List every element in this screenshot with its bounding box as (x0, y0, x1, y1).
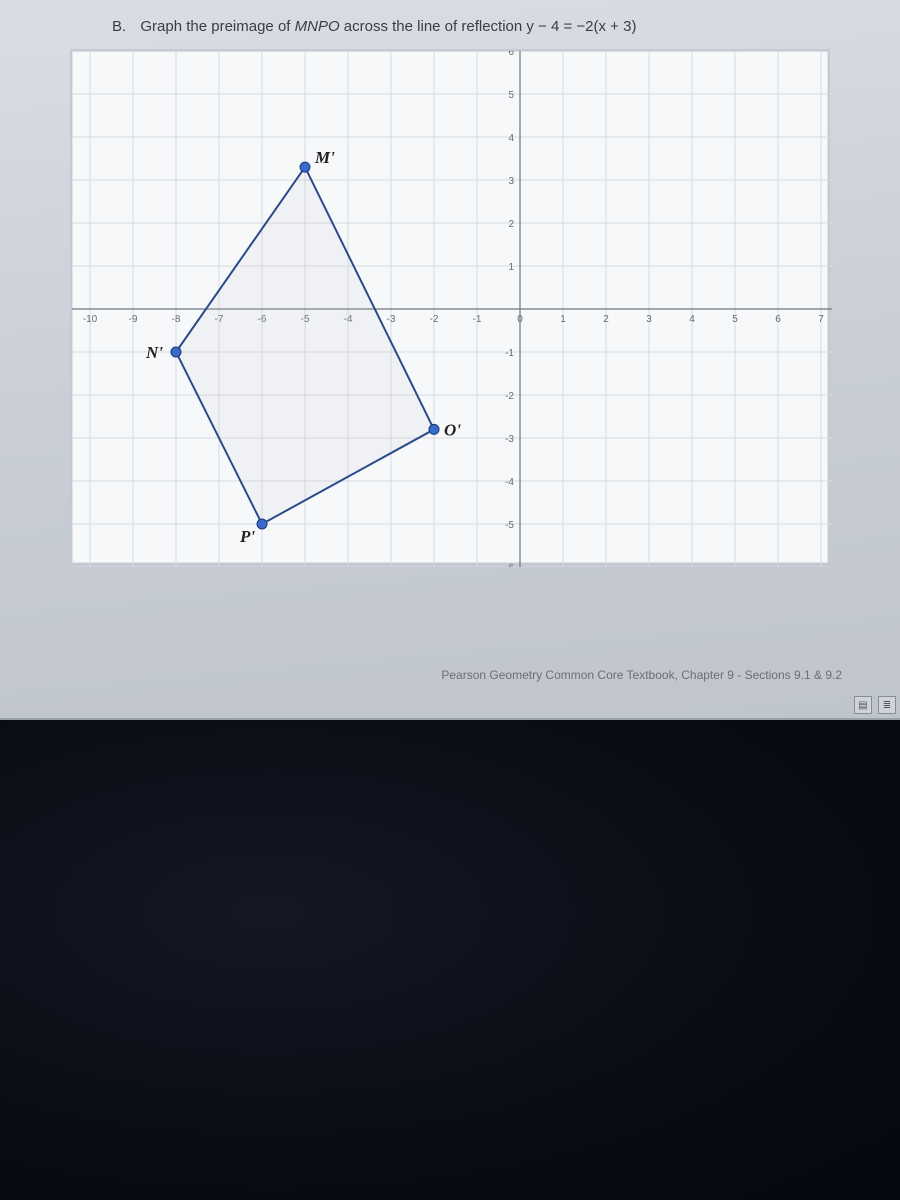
svg-text:-8: -8 (172, 314, 181, 325)
coordinate-grid: -10-9-8-7-6-5-4-3-2-101234567-6-5-4-3-2-… (70, 49, 830, 565)
svg-text:1: 1 (508, 262, 514, 273)
svg-text:N': N' (145, 343, 163, 362)
equation: y − 4 = −2(x + 3) (526, 18, 636, 35)
svg-text:6: 6 (775, 314, 781, 325)
svg-text:2: 2 (508, 219, 514, 230)
svg-text:-1: -1 (505, 348, 514, 359)
grid-svg: -10-9-8-7-6-5-4-3-2-101234567-6-5-4-3-2-… (72, 51, 832, 567)
svg-text:5: 5 (508, 90, 514, 101)
svg-text:P': P' (239, 527, 255, 546)
svg-text:-3: -3 (505, 434, 514, 445)
svg-text:-4: -4 (505, 477, 514, 488)
viewer-toolbar: ▤ ≣ (854, 696, 896, 714)
svg-text:-1: -1 (473, 314, 482, 325)
svg-text:3: 3 (508, 176, 514, 187)
svg-text:7: 7 (818, 314, 824, 325)
prompt-prefix: Graph the preimage of (140, 18, 294, 35)
list-icon[interactable]: ≣ (878, 696, 896, 714)
worksheet-page: B. Graph the preimage of MNPO across the… (0, 0, 900, 720)
svg-text:-3: -3 (387, 314, 396, 325)
svg-text:1: 1 (560, 314, 566, 325)
svg-text:-6: -6 (505, 563, 514, 567)
svg-text:0: 0 (517, 314, 523, 325)
svg-text:-9: -9 (129, 314, 138, 325)
svg-text:6: 6 (508, 51, 514, 58)
citation: Pearson Geometry Common Core Textbook, C… (441, 668, 842, 682)
page-layout-icon[interactable]: ▤ (854, 696, 872, 714)
prompt-mid: across the line of reflection (340, 18, 527, 35)
svg-text:O': O' (444, 420, 461, 439)
svg-text:-2: -2 (505, 391, 514, 402)
svg-text:4: 4 (689, 314, 695, 325)
svg-text:2: 2 (603, 314, 609, 325)
desktop-dark-area (0, 720, 900, 1200)
shape-name: MNPO (295, 18, 340, 35)
svg-text:3: 3 (646, 314, 652, 325)
svg-text:5: 5 (732, 314, 738, 325)
svg-text:M': M' (314, 148, 335, 167)
svg-text:-10: -10 (83, 314, 98, 325)
svg-text:-2: -2 (430, 314, 439, 325)
question-prompt: B. Graph the preimage of MNPO across the… (48, 18, 852, 35)
svg-text:4: 4 (508, 133, 514, 144)
question-letter: B. (112, 18, 126, 35)
svg-text:-5: -5 (505, 520, 514, 531)
